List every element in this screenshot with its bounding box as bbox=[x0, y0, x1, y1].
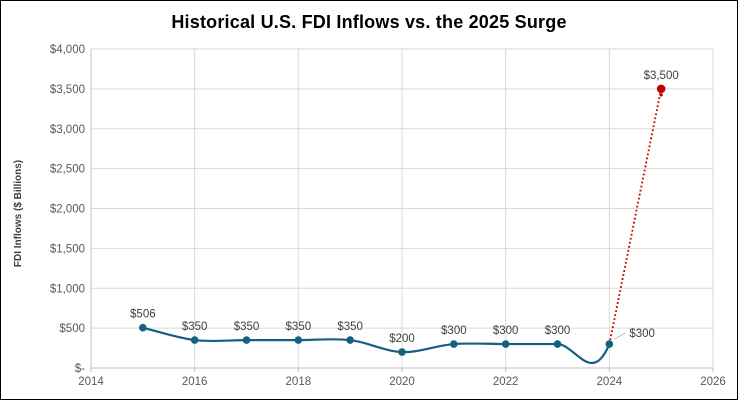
y-tick-label: $2,000 bbox=[50, 204, 85, 216]
data-labels: $506 $350 $350 $350 $350 $200 $300 $300 $300 $300… bbox=[130, 70, 679, 345]
data-label: $350 bbox=[182, 321, 208, 333]
x-tick-label: 2022 bbox=[493, 376, 519, 388]
data-label: $350 bbox=[337, 321, 363, 333]
surge-point-marker-tail bbox=[659, 93, 663, 97]
data-point-markers bbox=[139, 84, 666, 356]
data-point-marker bbox=[190, 336, 199, 344]
data-label: $506 bbox=[130, 309, 156, 321]
chart-title: Historical U.S. FDI Inflows vs. the 2025… bbox=[171, 12, 567, 32]
data-label: $300 bbox=[441, 325, 467, 337]
surge-point-marker bbox=[656, 84, 666, 94]
gridlines bbox=[90, 48, 714, 372]
x-tick-label: 2014 bbox=[78, 376, 104, 388]
data-point-marker bbox=[242, 336, 251, 344]
data-label: $300 bbox=[493, 325, 519, 337]
data-label: $300 bbox=[545, 325, 571, 337]
data-point-marker bbox=[346, 336, 354, 344]
x-tick-label: 2020 bbox=[389, 376, 415, 388]
x-tick-label: 2024 bbox=[597, 376, 623, 388]
y-axis-tick-labels: $4,000 $3,500 $3,000 $2,500 $2,000 $1,500 $1,0… bbox=[50, 44, 85, 375]
data-point-marker bbox=[450, 340, 458, 348]
x-tick-label: 2018 bbox=[286, 376, 312, 388]
y-tick-label: $3,000 bbox=[50, 124, 85, 136]
y-tick-label: $2,500 bbox=[50, 164, 85, 176]
x-axis-tick-labels: 2014 2016 2018 2020 2022 2024 2026 bbox=[78, 376, 726, 388]
y-tick-label: $1,500 bbox=[50, 243, 85, 255]
data-label: $3,500 bbox=[644, 70, 679, 82]
y-tick-label: $1,000 bbox=[50, 283, 85, 295]
data-label: $200 bbox=[389, 333, 415, 345]
y-tick-label: $4,000 bbox=[50, 44, 85, 56]
data-point-marker bbox=[294, 336, 303, 344]
data-label: $350 bbox=[234, 321, 260, 333]
series-historical-line bbox=[142, 326, 611, 364]
data-point-marker bbox=[605, 340, 614, 348]
data-point-marker bbox=[501, 340, 510, 348]
data-point-marker bbox=[139, 323, 147, 332]
data-label: $300 bbox=[629, 328, 655, 340]
x-tick-label: 2016 bbox=[182, 376, 208, 388]
series-surge-dotted-line bbox=[608, 88, 663, 345]
x-tick-label: 2026 bbox=[700, 376, 726, 388]
data-point-marker bbox=[398, 348, 406, 356]
y-axis-title: FDI Inflows ($ Billions) bbox=[13, 160, 24, 267]
y-tick-label: $- bbox=[75, 363, 85, 375]
y-tick-label: $500 bbox=[59, 323, 85, 335]
label-leader-line bbox=[614, 332, 626, 340]
data-point-marker bbox=[553, 340, 562, 348]
data-label: $350 bbox=[286, 321, 312, 333]
y-tick-label: $3,500 bbox=[50, 84, 85, 96]
